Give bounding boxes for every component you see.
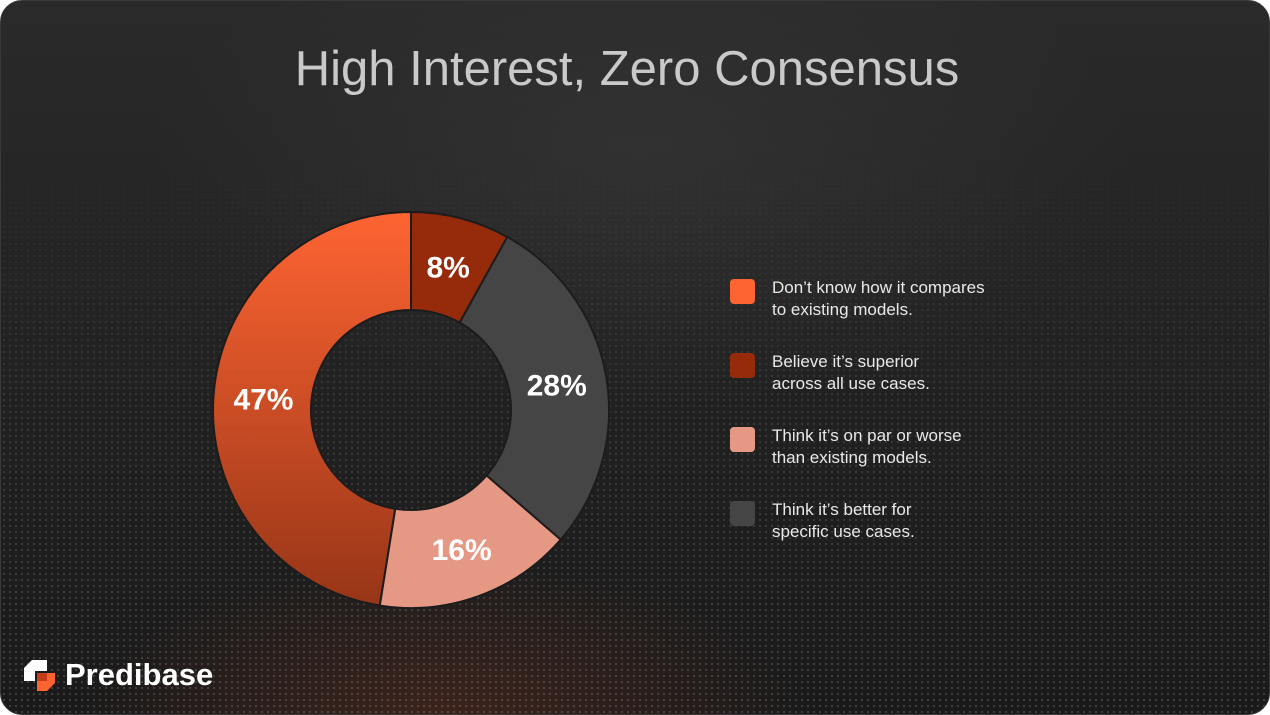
legend-swatch (730, 279, 755, 304)
slice-label-better-specific: 28% (527, 369, 587, 402)
slice-better-specific (458, 235, 610, 542)
legend-swatch (730, 427, 755, 452)
legend-label: Think it’s better for specific use cases… (772, 500, 915, 541)
chart-title: High Interest, Zero Consensus (294, 42, 960, 96)
legend-swatch (730, 501, 755, 526)
legend-label: Don’t know how it compares to existing m… (772, 278, 985, 319)
legend-item-on-par-or-worse: Think it’s on par or worse than existing… (730, 425, 1050, 473)
slice-label-dont-know: 47% (233, 383, 293, 416)
legend-label: Believe it’s superior across all use cas… (772, 352, 930, 393)
legend-label: Think it’s on par or worse than existing… (772, 426, 962, 467)
legend-item-dont-know: Don’t know how it compares to existing m… (730, 277, 1050, 325)
predibase-logo-icon (24, 660, 55, 691)
legend-item-better-specific: Think it’s better for specific use cases… (730, 499, 1050, 547)
brand-name: Predibase (65, 657, 214, 692)
slice-label-on-par-or-worse: 16% (432, 534, 492, 567)
slice-label-superior: 8% (426, 252, 469, 285)
slice-on-par-or-worse (378, 474, 563, 609)
legend-item-superior: Believe it’s superior across all use cas… (730, 351, 1050, 399)
slice-dont-know (212, 210, 412, 607)
legend-swatch (730, 353, 755, 378)
